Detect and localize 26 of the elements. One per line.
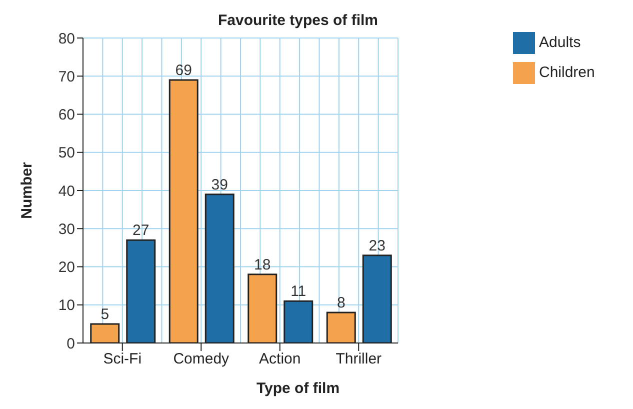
x-tick-label: Sci-Fi [103,350,142,368]
x-tick-label: Comedy [173,350,230,368]
data-label: 11 [290,283,306,300]
chart-title: Favourite types of film [216,12,380,29]
legend-label: Children [539,64,595,81]
y-tick-label: 80 [58,30,75,48]
y-tick-label: 60 [58,106,75,124]
legend-label: Adults [539,34,581,51]
x-tick-label: Thriller [336,350,382,368]
data-label: 18 [254,256,271,274]
data-label: 8 [336,294,346,312]
x-axis-title: Type of film [255,380,341,397]
y-tick-label: 40 [58,182,75,200]
y-tick-label: 20 [58,259,75,276]
y-tick-label: 30 [58,220,75,238]
data-label: 5 [100,306,110,323]
y-tick-label: 70 [58,68,75,86]
y-tick-label: 0 [66,335,75,352]
data-label: 23 [368,237,386,254]
y-tick-label: 10 [58,297,75,314]
data-label: 39 [211,176,228,194]
x-tick-label: Action [259,350,301,368]
y-axis-title: Number [18,162,36,219]
data-label: 69 [175,62,192,79]
data-label: 27 [132,222,150,240]
y-tick-label: 50 [58,144,75,162]
